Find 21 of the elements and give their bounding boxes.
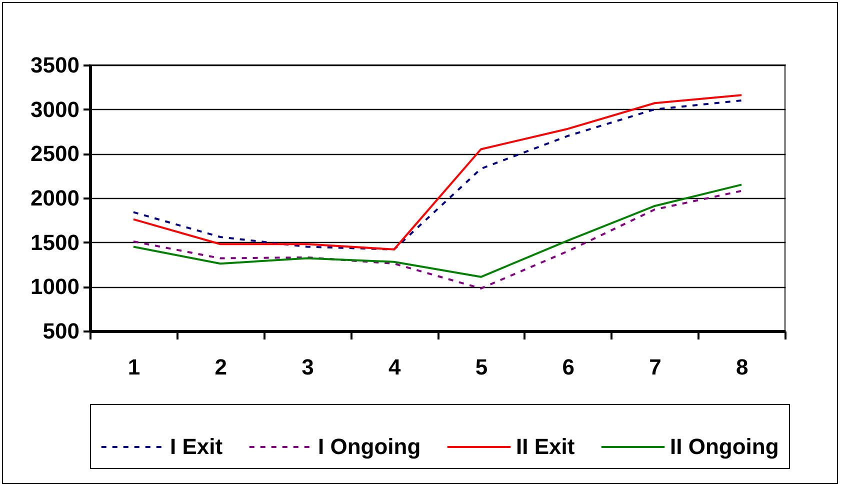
x-tick-label: 1	[128, 354, 140, 380]
x-tick-label: 2	[214, 354, 227, 380]
legend-label: II Ongoing	[670, 434, 779, 459]
x-tick-label: 4	[388, 354, 402, 380]
line-series	[132, 184, 743, 278]
x-tick-label: 7	[649, 354, 662, 380]
y-tick-label: 1000	[30, 274, 80, 300]
x-tick-label: 3	[302, 354, 314, 380]
y-tick-label: 3000	[30, 96, 80, 122]
y-tick-label: 3500	[30, 52, 80, 78]
y-tick-label: 1500	[30, 230, 80, 255]
y-tick-label: 500	[42, 318, 80, 344]
x-tick-label: 5	[475, 354, 488, 380]
legend-label: I Exit	[170, 434, 224, 459]
y-tick-label: 2000	[30, 186, 80, 210]
x-tick-label: 6	[562, 354, 574, 380]
legend-label: I Ongoing	[318, 434, 421, 459]
x-tick-label: 8	[736, 354, 748, 380]
line-series	[132, 190, 743, 290]
y-tick-label: 2500	[30, 141, 80, 166]
legend-label: II Exit	[516, 434, 576, 459]
